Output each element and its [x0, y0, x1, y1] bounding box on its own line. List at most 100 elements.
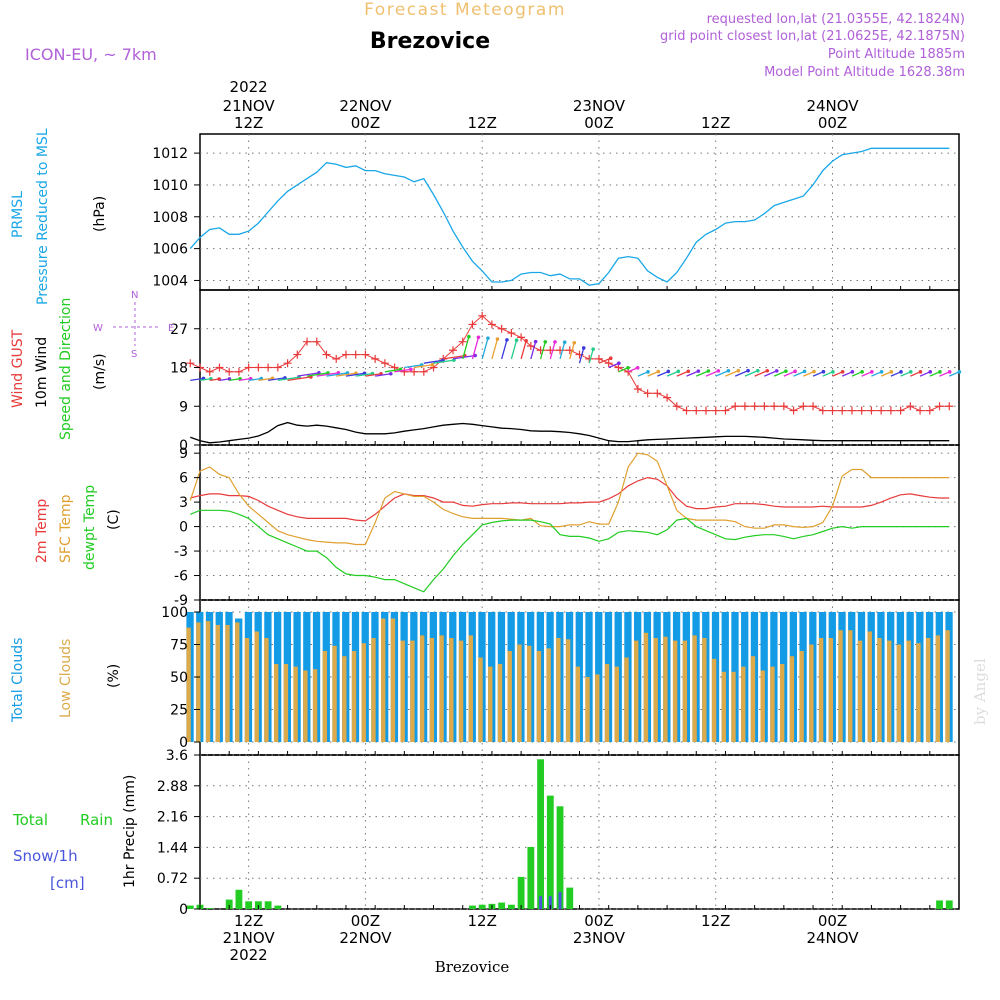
- wind-direction-arrow: [666, 370, 679, 377]
- precip-ytick-label: 1.44: [157, 840, 188, 856]
- temp-2m-line: [190, 476, 950, 522]
- low-cloud-bar: [857, 640, 863, 742]
- low-cloud-bar: [497, 664, 503, 742]
- precip-panel-frame: [199, 754, 960, 910]
- wind-direction-arrow: [900, 371, 912, 377]
- top-time-label: 24NOV: [806, 97, 859, 115]
- wind-direction-arrow: [783, 370, 796, 377]
- low-cloud-bar: [400, 640, 405, 742]
- low-cloud-bar: [536, 651, 542, 742]
- wind-ytick-label: 27: [170, 322, 188, 338]
- percent-unit-label: (%): [106, 664, 122, 688]
- bottom-location-label: Brezovice: [435, 958, 510, 976]
- wind-direction-arrow: [287, 376, 312, 382]
- wind-direction-arrow: [559, 342, 566, 360]
- wind-direction-arrow: [647, 370, 659, 377]
- prmsl-line: [189, 147, 950, 286]
- low-cloud-bar: [672, 640, 678, 742]
- point-altitude: Point Altitude 1885m: [828, 47, 965, 62]
- wind-direction-arrow: [774, 369, 779, 373]
- wind-gust-point: [867, 406, 876, 415]
- temp-ytick-label: -9: [174, 593, 188, 609]
- temp-axis-labels: 2m Temp SFC Temp dewpt Temp (C): [34, 485, 122, 570]
- rain-bar: [556, 806, 564, 909]
- requested-coordinates: requested lon,lat (21.0355E, 42.1824N): [707, 12, 965, 27]
- low-clouds-label: Low Clouds: [58, 639, 74, 718]
- wind-direction-arrow: [821, 369, 826, 374]
- wind-gust-point: [254, 363, 263, 372]
- low-cloud-bar: [312, 669, 318, 742]
- wind-direction-arrow: [861, 371, 873, 377]
- wind-direction-arrow: [850, 370, 855, 374]
- low-cloud-bar: [760, 670, 765, 742]
- bottom-time-label: 00Z: [818, 912, 847, 930]
- low-cloud-bar: [205, 621, 211, 742]
- celsius-unit-label: (C): [106, 509, 122, 530]
- wind-gust-point: [478, 311, 487, 320]
- wind-direction-arrow: [890, 371, 902, 377]
- wind-direction-arrow: [871, 371, 882, 377]
- low-cloud-bar: [731, 671, 736, 742]
- wind-direction-arrow: [889, 370, 894, 374]
- wind-gust-point: [779, 402, 788, 411]
- wind-gust-point: [361, 350, 370, 359]
- top-time-label: 22NOV: [339, 97, 392, 115]
- bottom-time-label: 00Z: [584, 912, 613, 930]
- wind-gust-point: [663, 393, 672, 402]
- low-cloud-bar: [867, 631, 872, 742]
- wind-direction-arrow: [501, 339, 508, 360]
- top-time-label: 00Z: [818, 114, 847, 132]
- wind-gust-point: [419, 367, 428, 376]
- precip-ytick-label: 0: [179, 902, 188, 918]
- data-series: [186, 147, 962, 909]
- temp-dewpt-line: [190, 509, 950, 593]
- low-cloud-bar: [361, 643, 366, 742]
- model-label: ICON-EU, ~ 7km: [25, 45, 157, 64]
- clouds-ytick-label: 75: [170, 638, 188, 654]
- wind-gust-point: [234, 367, 243, 376]
- wind-direction-arrow: [190, 377, 204, 382]
- low-cloud-bar: [293, 666, 298, 742]
- wind-direction-arrow: [297, 372, 319, 377]
- wind-gust-point: [410, 367, 419, 376]
- temp-ytick-label: -6: [174, 569, 188, 585]
- low-cloud-bar: [458, 640, 464, 742]
- top-time-label: 21NOV: [223, 97, 276, 115]
- low-cloud-bar: [682, 640, 688, 742]
- wind-direction-arrow: [765, 368, 770, 373]
- clouds-ytick-label: 50: [170, 670, 188, 686]
- wind-direction-arrow: [793, 370, 805, 377]
- wind-direction-arrow: [588, 348, 594, 364]
- wind-speed-line: [190, 421, 950, 444]
- pressure-ytick-label: 1004: [152, 273, 188, 289]
- wind-direction-arrow: [870, 370, 874, 374]
- wind-direction-arrow: [539, 341, 546, 360]
- wind-gust-point: [594, 354, 603, 363]
- wind-direction-arrow: [505, 338, 509, 342]
- rain-bar: [507, 904, 515, 909]
- dewpt-temp-label: dewpt Temp: [82, 485, 98, 570]
- low-cloud-bar: [526, 645, 532, 742]
- total-clouds-label: Total Clouds: [10, 638, 26, 723]
- wind-gust-point: [711, 406, 720, 415]
- wind-direction-arrow: [784, 369, 788, 373]
- low-cloud-bar: [585, 677, 590, 742]
- wind-gust-point: [244, 363, 253, 372]
- pressure-axis-labels: PRMSL Pressure Reduced to MSL (hPa): [10, 128, 108, 305]
- wind-direction-arrow: [696, 370, 709, 377]
- wind-gust-point: [702, 406, 710, 415]
- watermark: by Angel: [971, 658, 989, 725]
- wind-gust-point: [789, 406, 798, 415]
- low-cloud-bar: [196, 622, 201, 742]
- wind-direction-arrow: [510, 340, 518, 360]
- wind-gust-point: [633, 385, 642, 394]
- wind-direction-arrow: [657, 370, 669, 377]
- wind-direction-arrow: [803, 370, 815, 377]
- wind-direction-arrow: [756, 368, 760, 373]
- rain-bar: [206, 908, 214, 909]
- low-cloud-bar: [439, 635, 444, 742]
- low-cloud-bar: [410, 640, 415, 742]
- pressure-panel-frame: [199, 133, 960, 291]
- wind-gust-point: [877, 406, 886, 415]
- wind-direction-arrow: [716, 369, 721, 373]
